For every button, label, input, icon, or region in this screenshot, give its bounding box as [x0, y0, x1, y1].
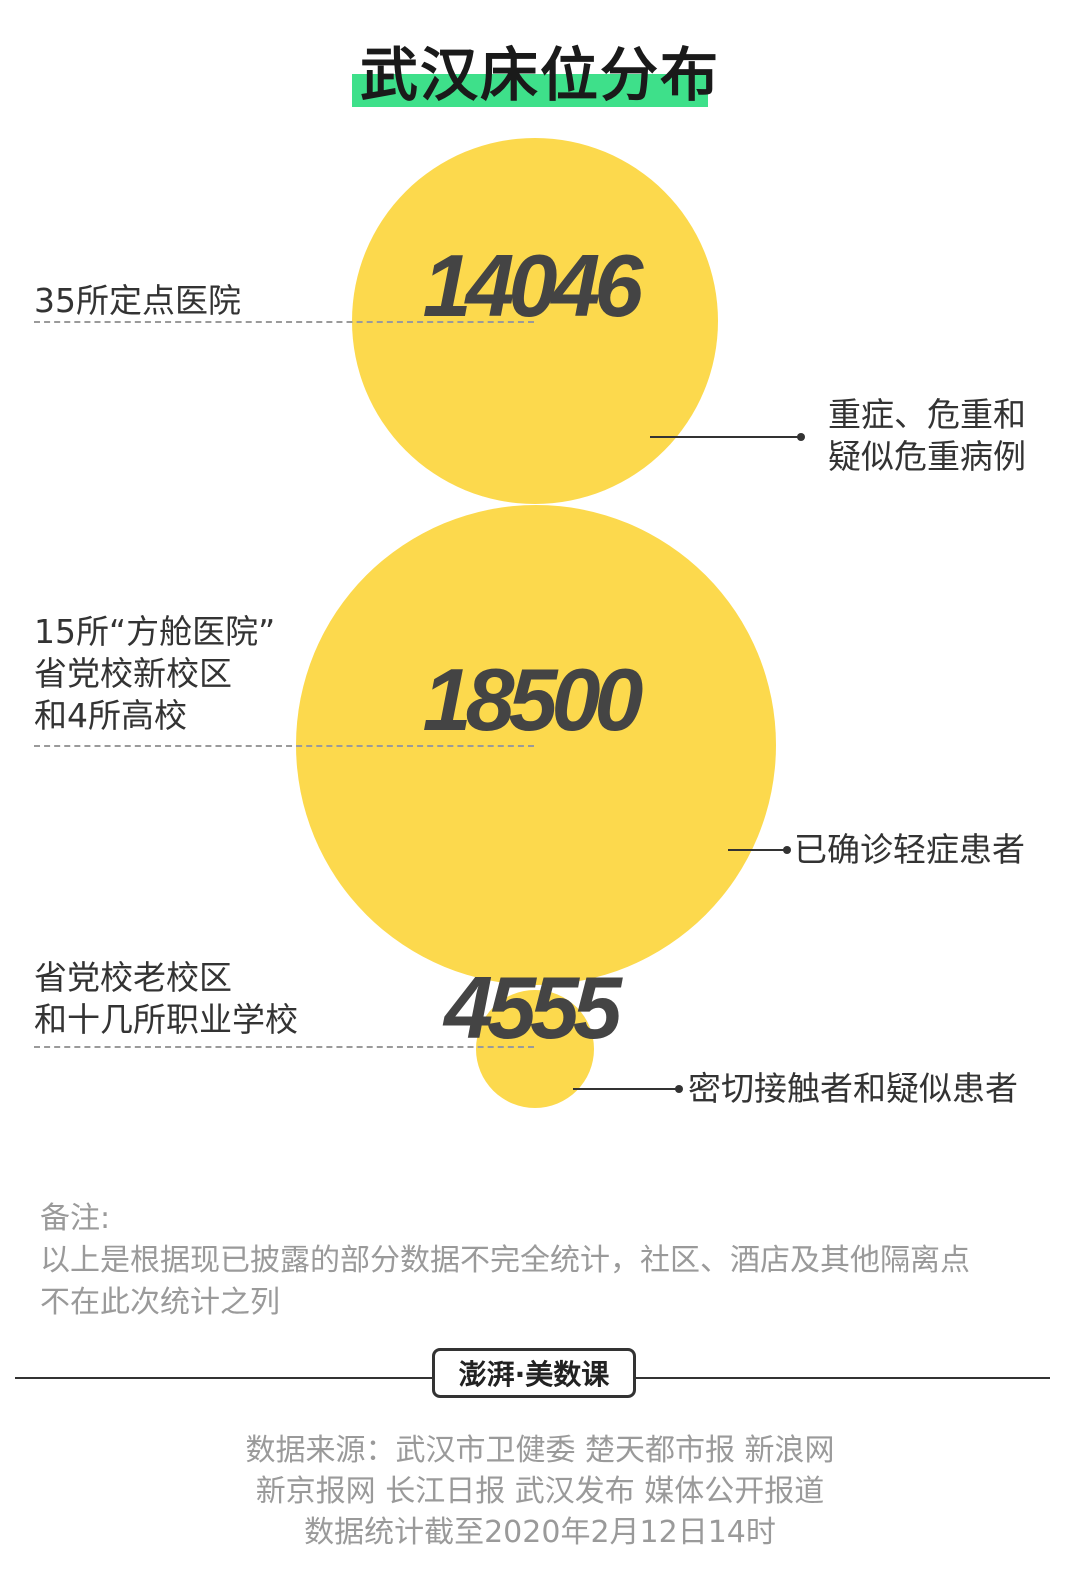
- leader-line-3: [573, 1088, 678, 1090]
- left-label-line: 35所定点医院: [34, 281, 241, 320]
- note-line: 以上是根据现已披露的部分数据不完全统计，社区、酒店及其他隔离点: [40, 1243, 970, 1278]
- source-line-1: 数据来源：武汉市卫健委 楚天都市报 新浪网: [245, 1433, 835, 1468]
- leader-dot-2: [783, 846, 791, 854]
- leader-dot-3: [675, 1085, 683, 1093]
- left-label-line: 和十几所职业学校: [34, 1000, 298, 1039]
- left-label-line: 省党校老校区: [34, 958, 232, 997]
- dashed-guide-3: [34, 1046, 534, 1048]
- source-line-2: 新京报网 长江日报 武汉发布 媒体公开报道: [255, 1474, 825, 1509]
- leader-dot-1: [797, 433, 805, 441]
- right-label-1: 重症、危重和 疑似危重病例: [828, 394, 1026, 478]
- value-label-1: 14046: [422, 236, 644, 335]
- left-label-3: 省党校老校区 和十几所职业学校: [34, 957, 298, 1041]
- left-label-line: 省党校新校区: [34, 654, 232, 693]
- right-label-line: 重症、危重和: [828, 395, 1026, 434]
- title-area: 武汉床位分布: [0, 0, 1080, 120]
- note-block: 备注: 以上是根据现已披露的部分数据不完全统计，社区、酒店及其他隔离点 不在此次…: [40, 1198, 970, 1324]
- note-line: 不在此次统计之列: [40, 1285, 280, 1320]
- dashed-guide-1: [34, 321, 534, 323]
- source-line-3: 数据统计截至2020年2月12日14时: [304, 1515, 776, 1550]
- value-label-2: 18500: [422, 650, 644, 749]
- right-label-line: 已确诊轻症患者: [794, 830, 1025, 869]
- chart-title: 武汉床位分布: [359, 41, 720, 109]
- left-label-line: 15所“方舱医院”: [34, 612, 276, 651]
- right-label-2: 已确诊轻症患者: [794, 829, 1025, 871]
- right-label-3: 密切接触者和疑似患者: [688, 1068, 1018, 1110]
- leader-line-2: [728, 849, 786, 851]
- footer-divider-right: [636, 1377, 1050, 1379]
- left-label-2: 15所“方舱医院” 省党校新校区 和4所高校: [34, 611, 275, 737]
- right-label-line: 疑似危重病例: [828, 437, 1026, 476]
- note-heading: 备注:: [40, 1201, 111, 1236]
- right-label-line: 密切接触者和疑似患者: [688, 1069, 1018, 1108]
- leader-line-1: [650, 436, 800, 438]
- brand-logo-text: 澎湃·美数课: [458, 1358, 610, 1391]
- value-label-3: 4555: [444, 958, 622, 1057]
- brand-logo: 澎湃·美数课: [432, 1348, 636, 1398]
- left-label-1: 35所定点医院: [34, 280, 241, 322]
- left-label-line: 和4所高校: [34, 696, 187, 735]
- title-highlight: [352, 74, 708, 107]
- footer-divider-left: [15, 1377, 432, 1379]
- dashed-guide-2: [34, 745, 534, 747]
